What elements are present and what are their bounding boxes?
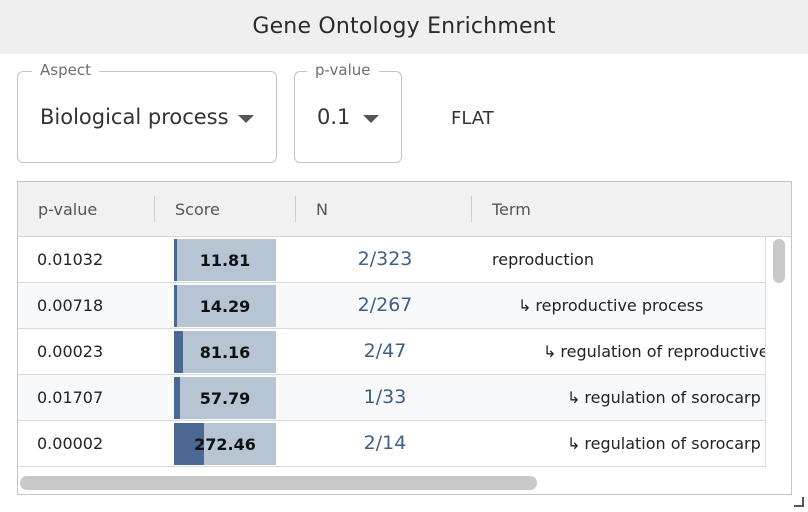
n-cell: 2/267 [357, 294, 413, 316]
score-value: 81.16 [199, 343, 251, 362]
return-arrow-icon: ↳ [518, 296, 532, 315]
n-cell: 2/14 [363, 432, 407, 454]
column-header-n[interactable]: N [316, 200, 328, 219]
term-label: ↳ reproductive process [518, 296, 703, 315]
table-header: p-value Score N Term [18, 182, 791, 237]
pvalue-value: 0.1 [317, 105, 351, 129]
pvalue-cell: 0.01707 [37, 388, 104, 407]
score-value: 57.79 [199, 389, 251, 408]
term-cell: ↳regulation of reproductive process [478, 329, 765, 375]
flat-toggle[interactable]: FLAT [451, 108, 494, 129]
horizontal-scrollbar[interactable] [18, 470, 765, 494]
resize-handle-icon[interactable] [794, 497, 804, 507]
window-title: Gene Ontology Enrichment [252, 14, 556, 39]
n-cell: 2/323 [357, 248, 413, 270]
pvalue-cell: 0.00002 [37, 434, 104, 453]
pvalue-cell: 0.00718 [37, 296, 104, 315]
score-fill [174, 285, 177, 327]
title-bar: Gene Ontology Enrichment [0, 0, 808, 54]
score-bar: 81.16 [174, 331, 276, 373]
return-arrow-icon: ↳ [567, 434, 581, 453]
column-divider[interactable] [471, 196, 472, 222]
term-text: regulation of sorocarp stalk cell differ… [584, 388, 765, 407]
term-label: ↳regulation of reproductive process [543, 342, 765, 361]
score-value: 14.29 [199, 297, 251, 316]
pvalue-cell: 0.00023 [37, 342, 104, 361]
term-label: reproduction [492, 250, 594, 269]
column-divider[interactable] [154, 196, 155, 222]
table-row[interactable]: 0.01032 11.81 2/323 reproduction [18, 237, 765, 283]
term-text: regulation of sorocarp spore cell differ… [584, 434, 765, 453]
score-fill [174, 331, 183, 373]
score-fill [174, 377, 180, 419]
score-fill [174, 423, 204, 465]
score-value: 272.46 [194, 435, 256, 454]
aspect-value: Biological process [40, 105, 229, 129]
horizontal-scroll-thumb[interactable] [20, 476, 537, 490]
return-arrow-icon: ↳ [567, 388, 581, 407]
table-row[interactable]: 0.00718 14.29 2/267 ↳ reproductive proces… [18, 283, 765, 329]
column-header-pvalue[interactable]: p-value [38, 200, 98, 219]
n-cell: 1/33 [363, 386, 407, 408]
pvalue-label: p-value [307, 61, 379, 79]
aspect-label: Aspect [32, 61, 99, 79]
score-bar: 57.79 [174, 377, 276, 419]
pvalue-select[interactable]: p-value 0.1 [294, 61, 402, 163]
term-text: regulation of reproductive process [560, 342, 765, 361]
table-row[interactable]: 0.00002 272.46 2/14 ↳ regulation of soroc… [18, 421, 765, 467]
chevron-down-icon[interactable] [363, 115, 379, 123]
score-value: 11.81 [199, 251, 251, 270]
column-header-score[interactable]: Score [175, 200, 220, 219]
column-header-term[interactable]: Term [492, 200, 531, 219]
table-row[interactable]: 0.00023 81.16 2/47 ↳ regulation of reprod… [18, 329, 765, 375]
score-bar: 272.46 [174, 423, 276, 465]
enrichment-table: p-value Score N Term 0.01032 11.81 2/323… [17, 181, 792, 495]
column-divider[interactable] [295, 196, 296, 222]
return-arrow-icon: ↳ [543, 342, 557, 361]
term-cell: ↳regulation of sorocarp stalk cell diffe… [478, 375, 765, 421]
term-cell: reproduction [478, 237, 765, 283]
score-fill [174, 239, 177, 281]
term-label: ↳regulation of sorocarp stalk cell diffe… [567, 388, 765, 407]
score-bar: 14.29 [174, 285, 276, 327]
score-bar: 11.81 [174, 239, 276, 281]
table-row[interactable]: 0.01707 57.79 1/33 ↳ regulation of soroca… [18, 375, 765, 421]
chevron-down-icon[interactable] [238, 115, 254, 123]
vertical-scroll-thumb[interactable] [773, 239, 785, 283]
term-label: ↳regulation of sorocarp spore cell diffe… [567, 434, 765, 453]
n-cell: 2/47 [363, 340, 407, 362]
term-text: reproductive process [535, 296, 704, 315]
vertical-scrollbar[interactable] [765, 237, 791, 468]
term-cell: ↳regulation of sorocarp spore cell diffe… [478, 421, 765, 467]
term-cell: ↳ reproductive process [478, 283, 765, 329]
aspect-select[interactable]: Aspect Biological process [17, 61, 277, 163]
pvalue-cell: 0.01032 [37, 250, 104, 269]
